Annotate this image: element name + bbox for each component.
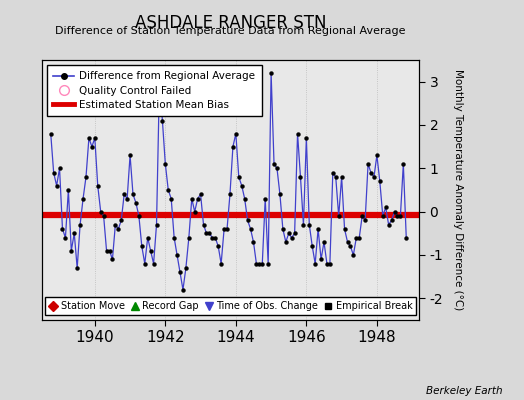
Text: ASHDALE RANGER STN: ASHDALE RANGER STN bbox=[135, 14, 326, 32]
Legend: Station Move, Record Gap, Time of Obs. Change, Empirical Break: Station Move, Record Gap, Time of Obs. C… bbox=[45, 297, 416, 315]
Text: Difference of Station Temperature Data from Regional Average: Difference of Station Temperature Data f… bbox=[56, 26, 406, 36]
Y-axis label: Monthly Temperature Anomaly Difference (°C): Monthly Temperature Anomaly Difference (… bbox=[453, 69, 463, 311]
Text: Berkeley Earth: Berkeley Earth bbox=[427, 386, 503, 396]
